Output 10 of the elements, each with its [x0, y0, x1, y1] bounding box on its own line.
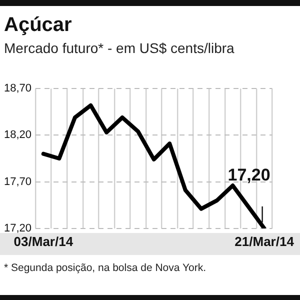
chart-title: Açúcar — [4, 14, 72, 37]
y-tick-label: 17,70 — [4, 176, 32, 188]
chart-subtitle: Mercado futuro* - em US$ cents/libra — [4, 40, 234, 56]
y-tick-label: 18,20 — [4, 129, 32, 142]
y-tick-label: 18,70 — [4, 82, 32, 95]
text: * Segunda posição, na bolsa de Nova York. — [4, 262, 206, 275]
y-tick-label: 17,20 — [4, 222, 32, 234]
annotation: 17,20 — [228, 166, 270, 185]
x-tick-label: 03/Mar/14 — [14, 234, 74, 249]
x-tick-label: 21/Mar/14 — [234, 234, 295, 249]
